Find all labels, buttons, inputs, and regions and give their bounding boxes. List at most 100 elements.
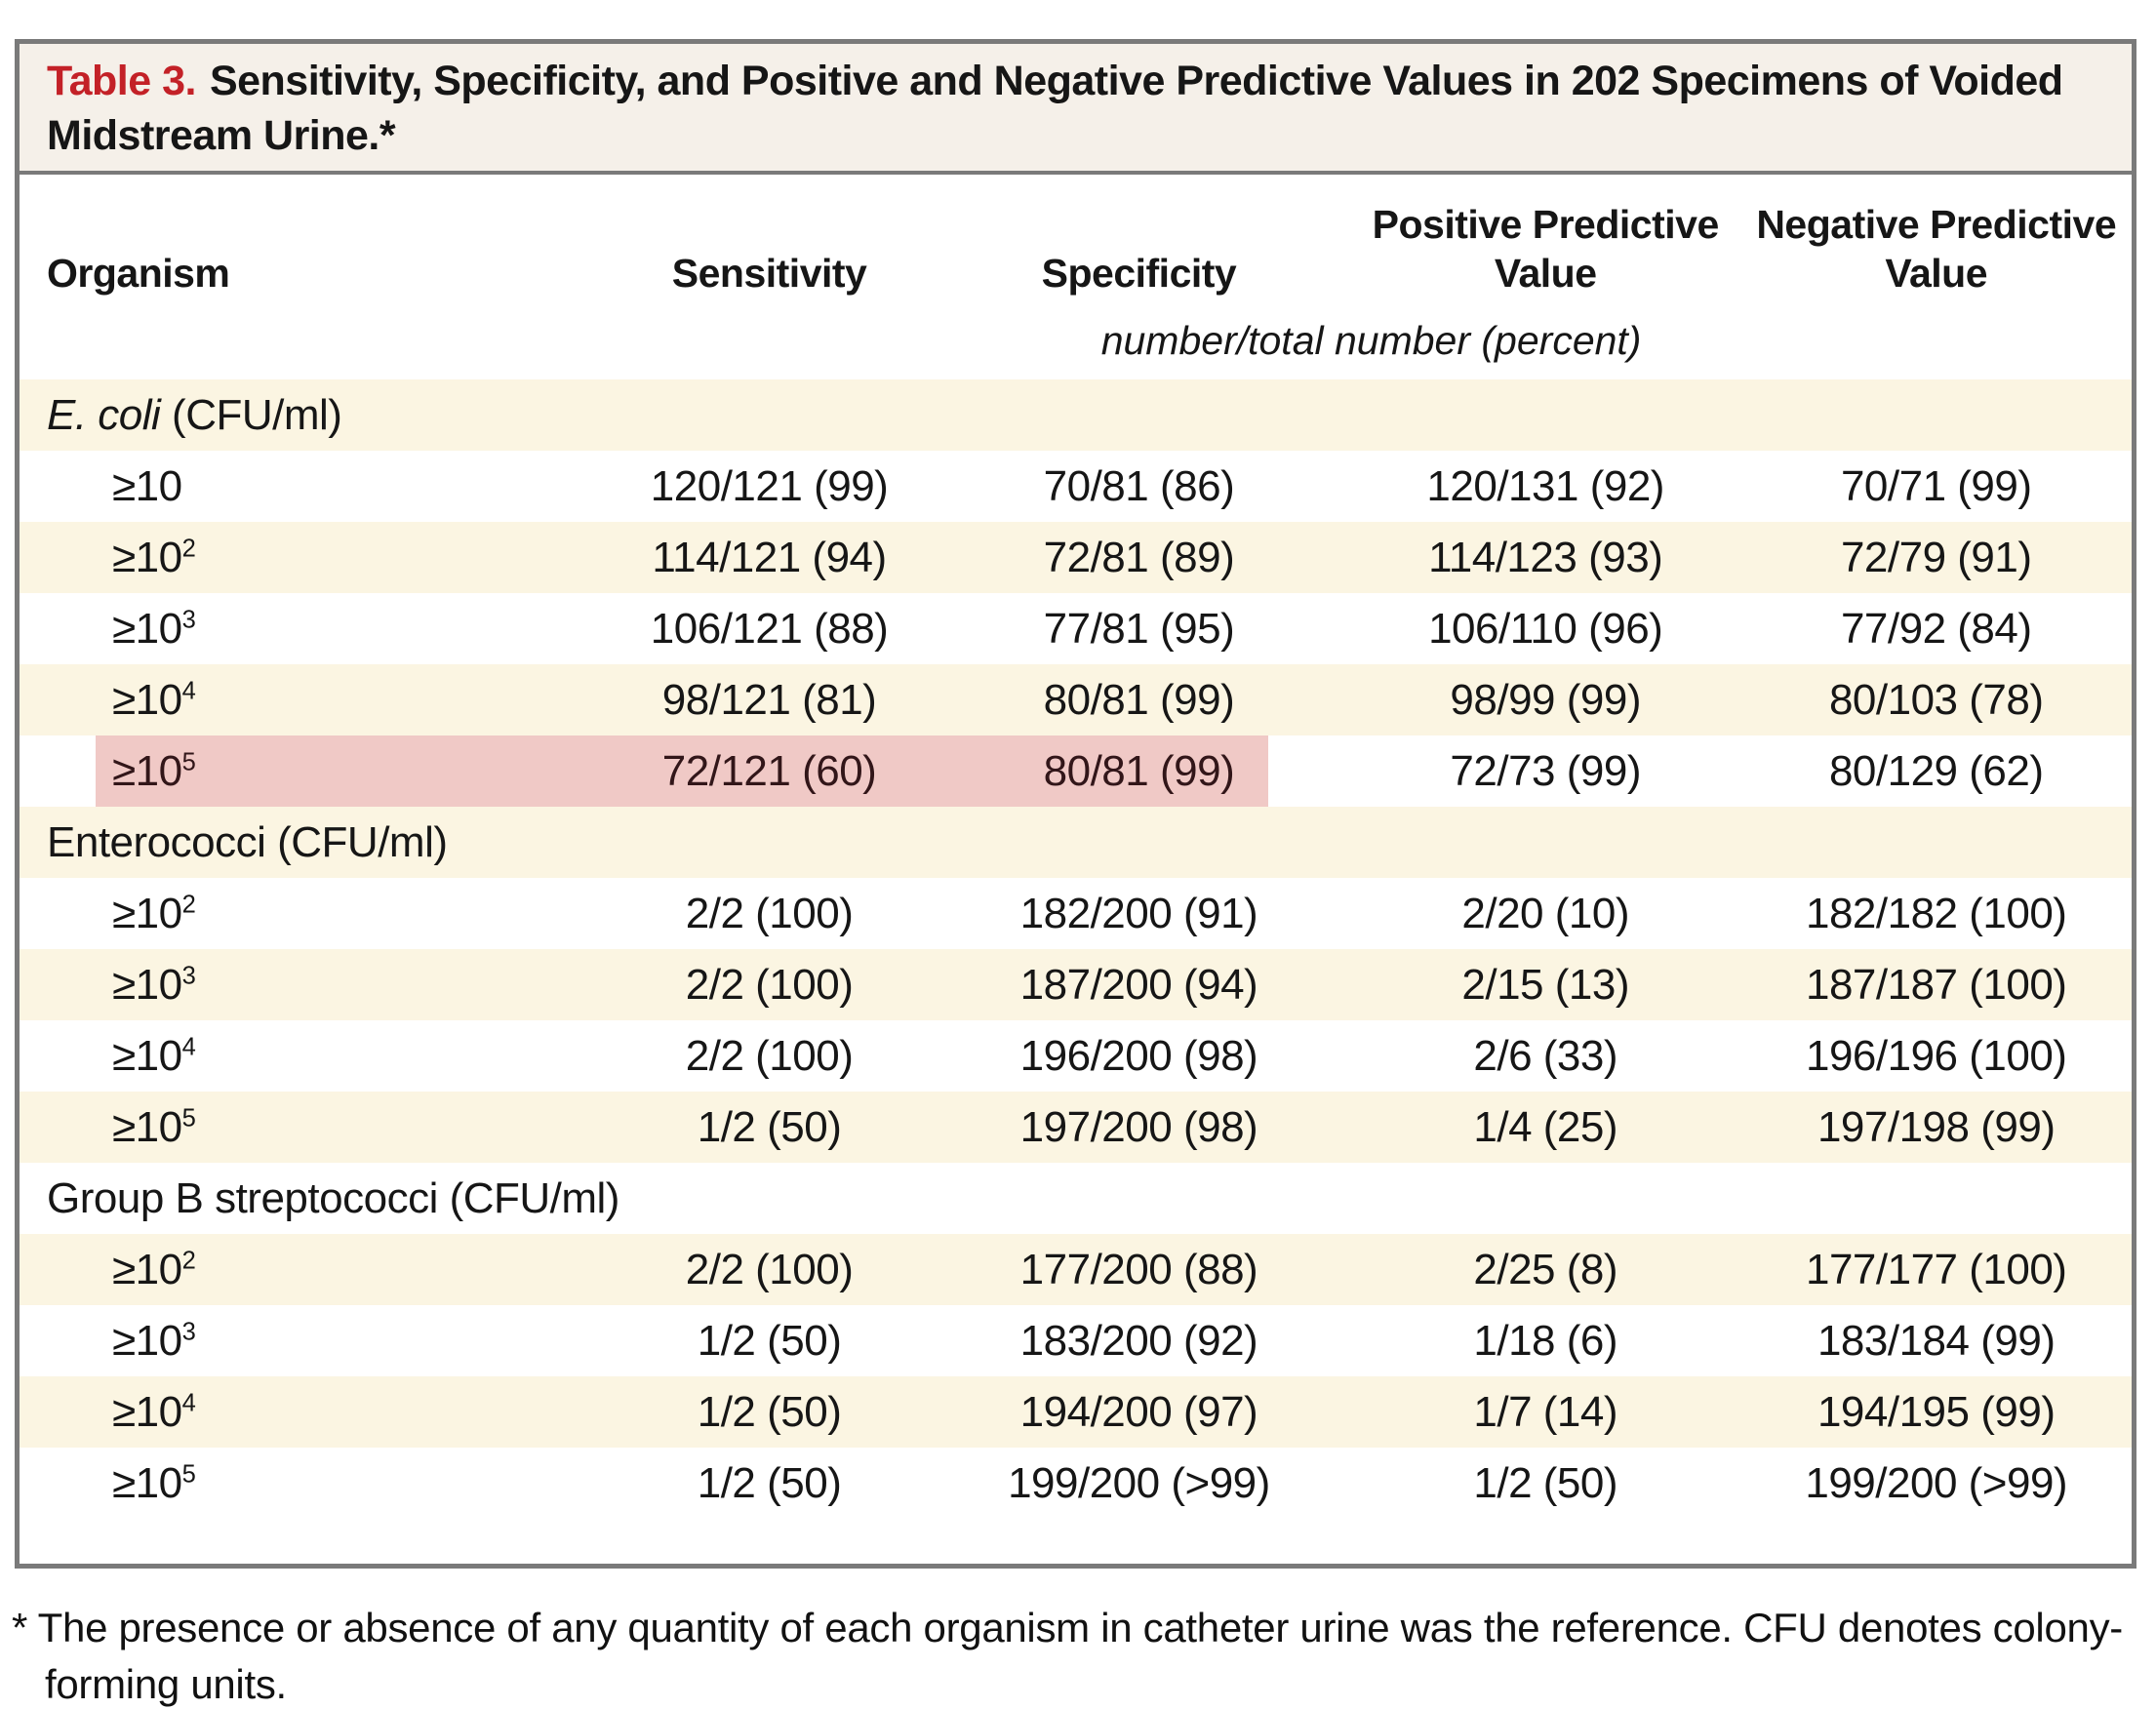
value-cell: 70/81 (86) [1043, 461, 1235, 510]
value-cell: 2/20 (10) [1461, 889, 1629, 937]
value-cell: 2/15 (13) [1349, 949, 1741, 1020]
results-table: Organism Sensitivity Specificity Positiv… [20, 175, 2132, 1519]
threshold-cell: ≥102 [20, 1234, 612, 1305]
units-row-spacer [20, 311, 611, 379]
value-cell: 98/99 (99) [1349, 664, 1741, 735]
value-cell: 72/121 (60) [611, 735, 928, 807]
table-row: ≥104 2/2 (100) 196/200 (98) 2/6 (33) 196/196… [20, 1020, 2132, 1092]
value-cell: 197/198 (99) [1740, 1092, 2132, 1163]
table-row: ≥105 1/2 (50) 197/200 (98) 1/4 (25) 197/198 … [20, 1092, 2132, 1163]
value-cell: 2/2 (100) [685, 889, 854, 937]
value-cell: 80/103 (78) [1740, 664, 2132, 735]
value-cell: 1/2 (50) [611, 1376, 928, 1448]
value-cell: 2/2 (100) [611, 949, 928, 1020]
value-cell: 2/6 (33) [1473, 1031, 1618, 1080]
value-cell: 196/196 (100) [1805, 1031, 2067, 1080]
value-cell: 177/177 (100) [1740, 1234, 2132, 1305]
table-header: Organism Sensitivity Specificity Positiv… [20, 175, 2132, 379]
table-row: ≥102 114/121 (94) 72/81 (89) 114/123 (93) 72… [20, 522, 2132, 593]
value-cell: 72/81 (89) [927, 522, 1350, 593]
col-header-negative-predictive-value: Negative Predictive Value [1756, 202, 2117, 296]
threshold-cell: ≥102 [20, 522, 612, 593]
threshold-cell: ≥105 [20, 1092, 612, 1163]
value-cell: 120/131 (92) [1426, 461, 1664, 510]
table-number-label: Table 3. [47, 58, 196, 104]
value-cell: 177/200 (88) [927, 1234, 1350, 1305]
threshold-cell: ≥104 [112, 1031, 196, 1080]
group-label: E. coli (CFU/ml) [20, 379, 2132, 451]
value-cell: 120/121 (99) [650, 461, 889, 510]
value-cell: 114/123 (93) [1349, 522, 1741, 593]
value-cell: 197/200 (98) [927, 1092, 1350, 1163]
threshold-cell: ≥102 [112, 889, 196, 937]
table-row: ≥104 1/2 (50) 194/200 (97) 1/7 (14) 194/195 … [20, 1376, 2132, 1448]
value-cell: 187/187 (100) [1740, 949, 2132, 1020]
table-row: ≥104 98/121 (81) 80/81 (99) 98/99 (99) 80/10… [20, 664, 2132, 735]
value-cell: 98/121 (81) [611, 664, 928, 735]
threshold-cell: ≥103 [112, 604, 196, 653]
value-cell: 114/121 (94) [611, 522, 928, 593]
value-cell: 183/184 (99) [1817, 1316, 2056, 1365]
value-cell: 80/81 (99) [927, 735, 1350, 807]
value-cell: 80/81 (99) [927, 664, 1350, 735]
table-title: Table 3. Sensitivity, Specificity, and Po… [20, 44, 2132, 175]
footnote: * The presence or absence of any quantit… [12, 1605, 2123, 1707]
value-cell: 70/71 (99) [1840, 461, 2032, 510]
value-cell: 182/200 (91) [1019, 889, 1258, 937]
threshold-cell: ≥103 [20, 949, 612, 1020]
value-cell: 1/2 (50) [1473, 1458, 1618, 1507]
col-header-positive-predictive-value: Positive Predictive Value [1372, 202, 1720, 296]
value-cell: 196/200 (98) [1019, 1031, 1258, 1080]
threshold-cell: ≥104 [20, 664, 612, 735]
units-row: number/total number (percent) [20, 311, 2132, 379]
value-cell: 199/200 (>99) [1805, 1458, 2068, 1507]
threshold-cell: ≥10 [112, 461, 182, 510]
table-card: Table 3. Sensitivity, Specificity, and Po… [15, 39, 2136, 1569]
value-cell: 77/92 (84) [1840, 604, 2032, 653]
group-header-row: Group B streptococci (CFU/ml) [20, 1163, 2132, 1234]
table-row: ≥102 2/2 (100) 177/200 (88) 2/25 (8) 177/177… [20, 1234, 2132, 1305]
group-label: Enterococci (CFU/ml) [20, 807, 2132, 878]
table-row: ≥102 2/2 (100) 182/200 (91) 2/20 (10) 182/18… [20, 878, 2132, 949]
value-cell: 1/4 (25) [1349, 1092, 1741, 1163]
table-row: ≥103 1/2 (50) 183/200 (92) 1/18 (6) 183/184 … [20, 1305, 2132, 1376]
value-cell: 1/2 (50) [611, 1092, 928, 1163]
group-header-row: E. coli (CFU/ml) [20, 379, 2132, 451]
value-cell: 77/81 (95) [1043, 604, 1235, 653]
value-cell: 183/200 (92) [1019, 1316, 1258, 1365]
table-row: ≥103 2/2 (100) 187/200 (94) 2/15 (13) 187/18… [20, 949, 2132, 1020]
value-cell: 187/200 (94) [927, 949, 1350, 1020]
col-header-sensitivity: Sensitivity [671, 251, 867, 296]
value-cell: 194/195 (99) [1740, 1376, 2132, 1448]
bottom-padding [20, 1519, 2132, 1564]
value-cell: 72/73 (99) [1450, 746, 1641, 795]
value-cell: 1/18 (6) [1473, 1316, 1618, 1365]
threshold-cell: ≥105 [20, 735, 612, 807]
column-header-row: Organism Sensitivity Specificity Positiv… [20, 175, 2132, 311]
group-header-row: Enterococci (CFU/ml) [20, 807, 2132, 878]
group-label: Group B streptococci (CFU/ml) [47, 1173, 619, 1222]
table-body: E. coli (CFU/ml) ≥10 120/121 (99) 70/81 (86… [20, 379, 2132, 1519]
units-note: number/total number (percent) [1100, 318, 1642, 363]
value-cell: 1/2 (50) [697, 1458, 842, 1507]
value-cell: 1/2 (50) [697, 1316, 842, 1365]
value-cell: 2/25 (8) [1349, 1234, 1741, 1305]
value-cell: 80/129 (62) [1828, 746, 2044, 795]
table-row: ≥105 72/121 (60) 80/81 (99) 72/73 (99) 80/12… [20, 735, 2132, 807]
value-cell: 199/200 (>99) [1008, 1458, 1270, 1507]
threshold-cell: ≥103 [112, 1316, 196, 1365]
table-row: ≥10 120/121 (99) 70/81 (86) 120/131 (92) 70/… [20, 451, 2132, 522]
col-header-specificity: Specificity [1041, 251, 1237, 296]
col-header-organism: Organism [47, 251, 230, 296]
value-cell: 182/182 (100) [1805, 889, 2067, 937]
value-cell: 2/2 (100) [685, 1031, 854, 1080]
threshold-cell: ≥105 [112, 1458, 196, 1507]
value-cell: 194/200 (97) [927, 1376, 1350, 1448]
value-cell: 72/79 (91) [1740, 522, 2132, 593]
value-cell: 106/110 (96) [1428, 604, 1663, 653]
value-cell: 2/2 (100) [611, 1234, 928, 1305]
threshold-cell: ≥104 [20, 1376, 612, 1448]
table-row: ≥103 106/121 (88) 77/81 (95) 106/110 (96) 77… [20, 593, 2132, 664]
table-row: ≥105 1/2 (50) 199/200 (>99) 1/2 (50) 199/200… [20, 1448, 2132, 1519]
